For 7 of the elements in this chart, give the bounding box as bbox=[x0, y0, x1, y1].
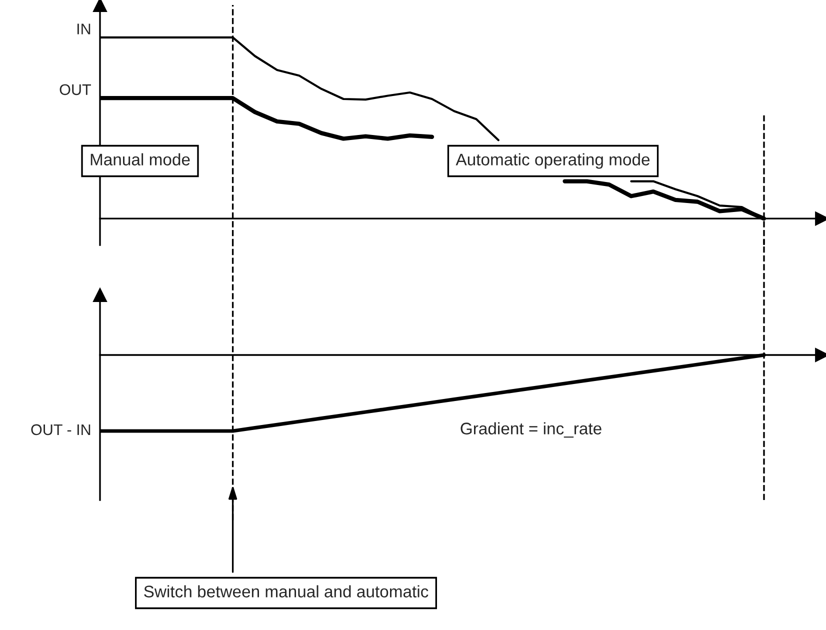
annotation: Automatic operating mode bbox=[456, 153, 650, 169]
series-label: OUT - IN bbox=[31, 424, 90, 436]
series-label: OUT bbox=[60, 84, 91, 96]
annotation: Manual mode bbox=[90, 153, 190, 166]
annotation: Gradient = inc_rate bbox=[460, 422, 602, 438]
legend-label: IN bbox=[77, 24, 90, 34]
text: Switch between manual and automatic bbox=[144, 585, 428, 598]
